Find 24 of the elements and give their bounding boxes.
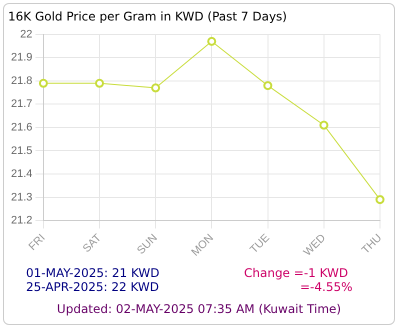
y-tick-label: 21.2 bbox=[10, 214, 32, 227]
y-tick-label: 21.6 bbox=[10, 121, 32, 134]
y-tick-label: 21.3 bbox=[10, 191, 32, 204]
text: 25-APR-2025: 22 KWD bbox=[26, 280, 159, 294]
y-tick-label: 22 bbox=[20, 28, 32, 40]
text: Updated: 02-MAY-2025 07:35 AM (Kuwait Time) bbox=[56, 302, 342, 316]
y-tick-label: 21.7 bbox=[10, 98, 32, 110]
point bbox=[95, 78, 104, 88]
text: 01-MAY-2025: 21 KWD bbox=[26, 266, 160, 280]
point bbox=[319, 120, 328, 130]
point bbox=[151, 83, 160, 92]
text: =-4.55% bbox=[300, 280, 353, 294]
point bbox=[38, 78, 48, 88]
x-tick-label: FRI bbox=[26, 232, 48, 253]
text: Change =-1 KWD bbox=[244, 266, 348, 280]
point bbox=[263, 81, 272, 90]
point bbox=[207, 36, 216, 46]
y-tick-label: 21.9 bbox=[10, 52, 32, 64]
point bbox=[376, 195, 384, 204]
y-tick-label: 21.5 bbox=[10, 144, 32, 157]
y-tick-label: 21.4 bbox=[10, 168, 32, 180]
y-tick-label: 21.8 bbox=[10, 74, 32, 87]
x-tick-label: TUE bbox=[248, 232, 272, 256]
chart-title: 16K Gold Price per Gram in KWD (Past 7 Days) bbox=[8, 9, 287, 24]
